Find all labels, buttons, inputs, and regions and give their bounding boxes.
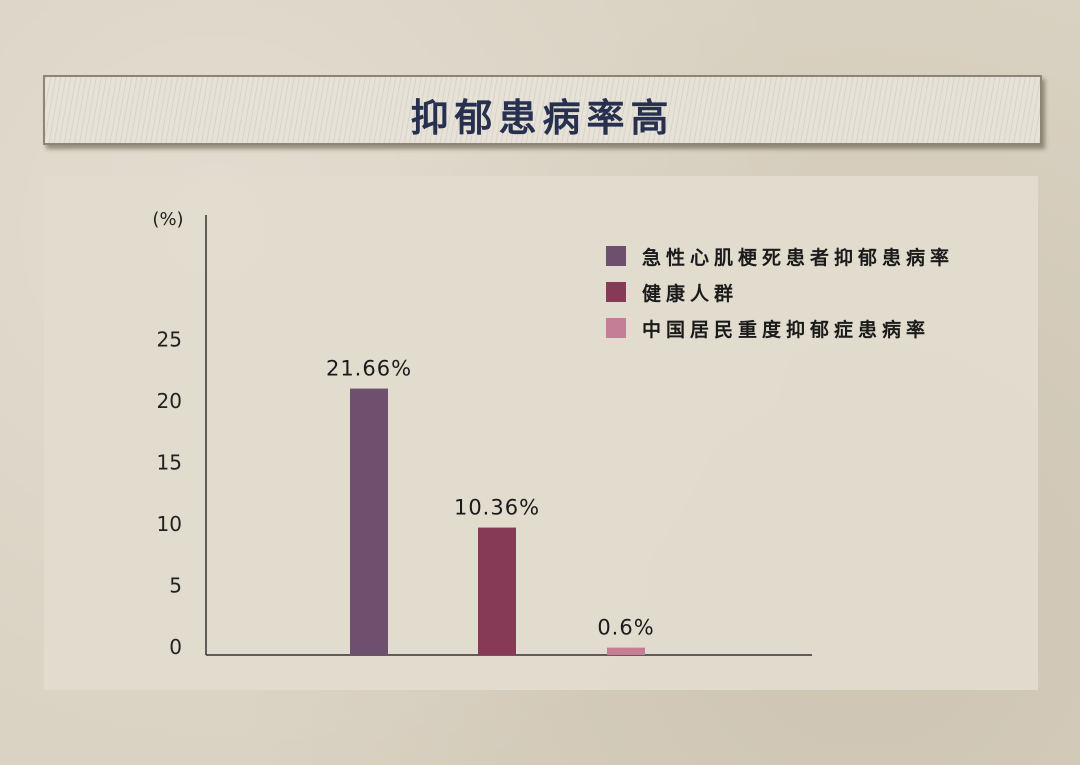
chart-panel	[44, 176, 1038, 690]
y-tick-label: 25	[157, 328, 182, 352]
y-tick-label: 20	[157, 389, 182, 413]
y-axis-label: (%)	[152, 209, 183, 230]
data-label: 10.36%	[454, 496, 540, 520]
bar	[350, 388, 388, 655]
bar	[478, 527, 516, 655]
legend-label: 健康人群	[642, 282, 739, 305]
data-label: 21.66%	[326, 357, 412, 381]
legend-swatch	[606, 318, 626, 338]
legend-item: 健康人群	[606, 274, 954, 310]
legend-swatch	[606, 282, 626, 302]
y-tick-label: 0	[169, 635, 182, 659]
bar	[607, 647, 645, 655]
legend-item: 急性心肌梗死患者抑郁患病率	[606, 238, 954, 274]
page-title: 抑郁患病率高	[410, 95, 675, 140]
data-label: 0.6%	[597, 616, 654, 640]
legend-swatch	[606, 246, 626, 266]
legend: 急性心肌梗死患者抑郁患病率 健康人群中国居民重度抑郁症患病率	[606, 238, 954, 346]
legend-label: 中国居民重度抑郁症患病率	[642, 318, 931, 341]
legend-label: 急性心肌梗死患者抑郁患病率	[642, 246, 955, 269]
y-tick-label: 5	[169, 574, 182, 598]
y-tick-label: 10	[157, 512, 182, 536]
legend-item: 中国居民重度抑郁症患病率	[606, 310, 954, 346]
title-banner: 抑郁患病率高	[43, 75, 1042, 145]
y-tick-label: 15	[157, 451, 182, 475]
